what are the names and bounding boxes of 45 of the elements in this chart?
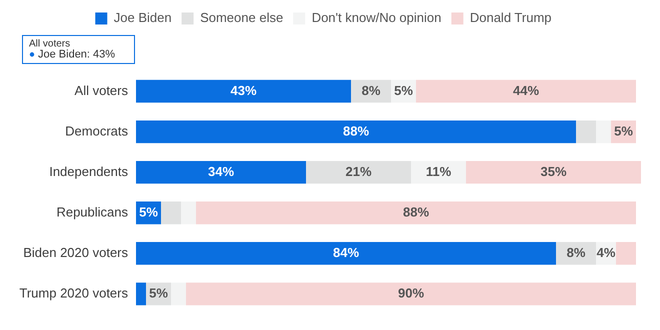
text: Joe Biden: 43% bbox=[38, 48, 116, 61]
data-label: 8% bbox=[362, 82, 381, 98]
bar bbox=[186, 282, 636, 306]
legend-label: Someone else bbox=[200, 10, 284, 26]
bar bbox=[136, 160, 306, 184]
bar bbox=[136, 120, 576, 144]
data-label: 5% bbox=[139, 204, 158, 220]
data-label: 8% bbox=[566, 244, 586, 260]
data-label: 35% bbox=[540, 164, 567, 179]
y-tick-label: Independents bbox=[49, 164, 128, 179]
data-label: 21% bbox=[345, 164, 372, 179]
data-label: 5% bbox=[149, 286, 168, 301]
data-label: 5% bbox=[394, 82, 414, 98]
y-tick-label: Biden 2020 voters bbox=[23, 244, 128, 260]
y-tick-label: Republicans bbox=[56, 204, 128, 220]
data-label: 88% bbox=[342, 123, 370, 138]
data-label: 43% bbox=[230, 82, 257, 98]
bar bbox=[306, 160, 411, 184]
bar bbox=[161, 202, 181, 224]
legend-label: Don't know/No opinion bbox=[312, 10, 442, 26]
data-label: 44% bbox=[512, 82, 540, 98]
data-label: 11% bbox=[426, 164, 452, 179]
data-label: 34% bbox=[208, 164, 234, 179]
y-tick-label: Trump 2020 voters bbox=[19, 286, 128, 301]
y-tick-label: All voters bbox=[74, 82, 128, 98]
data-label: 4% bbox=[596, 244, 616, 260]
bar bbox=[181, 202, 196, 224]
legend-label: Donald Trump bbox=[470, 10, 552, 26]
text: All voters bbox=[29, 38, 70, 50]
data-label: 84% bbox=[332, 244, 360, 260]
bar bbox=[416, 80, 636, 103]
bar bbox=[136, 242, 556, 265]
bar bbox=[136, 282, 146, 306]
bar bbox=[596, 120, 611, 144]
data-label: 90% bbox=[398, 286, 424, 301]
bar bbox=[616, 242, 636, 265]
bar bbox=[136, 80, 351, 103]
y-tick-label: Democrats bbox=[65, 123, 128, 138]
bar bbox=[466, 160, 641, 184]
legend-label: Joe Biden bbox=[114, 10, 172, 26]
bar bbox=[171, 282, 186, 306]
bar bbox=[576, 120, 596, 144]
data-label: 88% bbox=[402, 204, 430, 220]
bar bbox=[196, 202, 636, 224]
data-label: 5% bbox=[614, 123, 634, 138]
